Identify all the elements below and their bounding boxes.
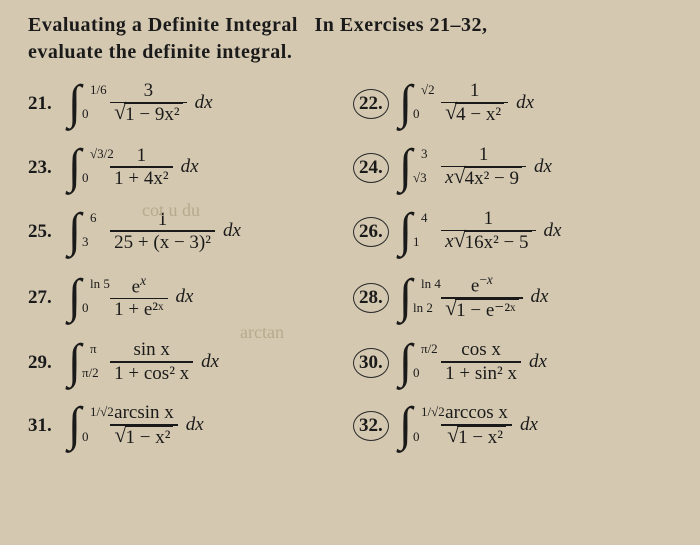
lower-bound: 0 <box>413 365 420 381</box>
lower-bound: 0 <box>413 106 420 122</box>
problem: 22. ∫ √2 0 1√4 − x²dx <box>359 80 680 126</box>
dx: dx <box>531 286 549 308</box>
problem-number: 30. <box>359 352 399 374</box>
lower-bound: π/2 <box>82 365 99 381</box>
problem: 25. ∫ 6 3 125 + (x − 3)²dx <box>28 208 349 254</box>
upper-bound: 1/6 <box>90 82 107 98</box>
title-bold: Evaluating a Definite Integral <box>28 14 298 36</box>
dx: dx <box>176 286 194 308</box>
lower-bound: 0 <box>82 429 89 445</box>
lower-bound: 0 <box>82 300 89 316</box>
problem-number: 23. <box>28 157 68 179</box>
section-header: Evaluating a Definite Integral In Exerci… <box>28 12 680 66</box>
integral-sign: ∫ <box>399 278 412 316</box>
problem: 23. ∫ √3/2 0 11 + 4x²dx <box>28 144 349 190</box>
integral-sign: ∫ <box>399 406 412 444</box>
problem-grid: 21. ∫ 1/6 0 3√1 − 9x²dx 22. ∫ √2 0 1√4 −… <box>28 80 680 448</box>
upper-bound: ln 5 <box>90 276 110 292</box>
problem: 30. ∫ π/2 0 cos x1 + sin² xdx <box>359 339 680 384</box>
upper-bound: π/2 <box>421 341 438 357</box>
problem: 24. ∫ 3 √3 1x√4x² − 9dx <box>359 144 680 190</box>
integral-sign: ∫ <box>399 148 412 186</box>
dx: dx <box>544 220 562 242</box>
integral-expression: ∫ 1/√2 0 arcsin x√1 − x²dx <box>68 402 204 448</box>
integral-expression: ∫ 4 1 1x√16x² − 5dx <box>399 208 561 254</box>
dx: dx <box>534 156 552 178</box>
integral-expression: ∫ √3/2 0 11 + 4x²dx <box>68 145 199 190</box>
problem-number: 27. <box>28 287 68 309</box>
dx: dx <box>195 92 213 114</box>
instruction: evaluate the definite integral. <box>28 41 292 63</box>
dx: dx <box>181 156 199 178</box>
integral-sign: ∫ <box>68 84 81 122</box>
upper-bound: √3/2 <box>90 146 114 162</box>
problem-number: 29. <box>28 352 68 374</box>
problem-number: 21. <box>28 93 68 115</box>
upper-bound: 3 <box>421 146 428 162</box>
integral-sign: ∫ <box>68 406 81 444</box>
integral-sign: ∫ <box>399 343 412 381</box>
upper-bound: π <box>90 341 97 357</box>
dx: dx <box>516 92 534 114</box>
dx: dx <box>186 414 204 436</box>
lower-bound: 0 <box>413 429 420 445</box>
integral-expression: ∫ ln 4 ln 2 e−x√1 − e⁻²ˣdx <box>399 272 548 321</box>
problem-number: 22. <box>359 93 399 115</box>
problem-number: 26. <box>359 221 399 243</box>
dx: dx <box>520 414 538 436</box>
upper-bound: √2 <box>421 82 435 98</box>
problem: 21. ∫ 1/6 0 3√1 − 9x²dx <box>28 80 349 126</box>
lower-bound: ln 2 <box>413 300 433 316</box>
problem: 28. ∫ ln 4 ln 2 e−x√1 − e⁻²ˣdx <box>359 272 680 321</box>
integral-sign: ∫ <box>399 212 412 250</box>
integral-sign: ∫ <box>68 148 81 186</box>
lower-bound: 1 <box>413 234 420 250</box>
dx: dx <box>201 351 219 373</box>
title-range: In Exercises 21–32, <box>315 14 488 36</box>
upper-bound: 1/√2 <box>90 404 114 420</box>
problem-number: 32. <box>359 415 399 437</box>
dx: dx <box>529 351 547 373</box>
dx: dx <box>223 220 241 242</box>
integral-sign: ∫ <box>399 84 412 122</box>
lower-bound: 0 <box>82 106 89 122</box>
upper-bound: 6 <box>90 210 97 226</box>
lower-bound: 3 <box>82 234 89 250</box>
problem-number: 24. <box>359 157 399 179</box>
integral-expression: ∫ 1/√2 0 arccos x√1 − x²dx <box>399 402 538 448</box>
upper-bound: 4 <box>421 210 428 226</box>
problem: 29. ∫ π π/2 sin x1 + cos² xdx <box>28 339 349 384</box>
integral-sign: ∫ <box>68 343 81 381</box>
problem-number: 25. <box>28 221 68 243</box>
integral-expression: ∫ 3 √3 1x√4x² − 9dx <box>399 144 552 190</box>
lower-bound: √3 <box>413 170 427 186</box>
integral-expression: ∫ 1/6 0 3√1 − 9x²dx <box>68 80 213 126</box>
integral-expression: ∫ π π/2 sin x1 + cos² xdx <box>68 339 219 384</box>
integral-sign: ∫ <box>68 212 81 250</box>
integral-sign: ∫ <box>68 278 81 316</box>
integral-expression: ∫ 6 3 125 + (x − 3)²dx <box>68 209 241 254</box>
upper-bound: 1/√2 <box>421 404 445 420</box>
problem: 31. ∫ 1/√2 0 arcsin x√1 − x²dx <box>28 402 349 448</box>
integral-expression: ∫ ln 5 0 ex1 + e²ˣdx <box>68 273 193 321</box>
integral-expression: ∫ π/2 0 cos x1 + sin² xdx <box>399 339 547 384</box>
problem-number: 31. <box>28 415 68 437</box>
problem: 26. ∫ 4 1 1x√16x² − 5dx <box>359 208 680 254</box>
lower-bound: 0 <box>82 170 89 186</box>
integral-expression: ∫ √2 0 1√4 − x²dx <box>399 80 534 126</box>
problem: 32. ∫ 1/√2 0 arccos x√1 − x²dx <box>359 402 680 448</box>
problem: 27. ∫ ln 5 0 ex1 + e²ˣdx <box>28 272 349 321</box>
upper-bound: ln 4 <box>421 276 441 292</box>
problem-number: 28. <box>359 287 399 309</box>
